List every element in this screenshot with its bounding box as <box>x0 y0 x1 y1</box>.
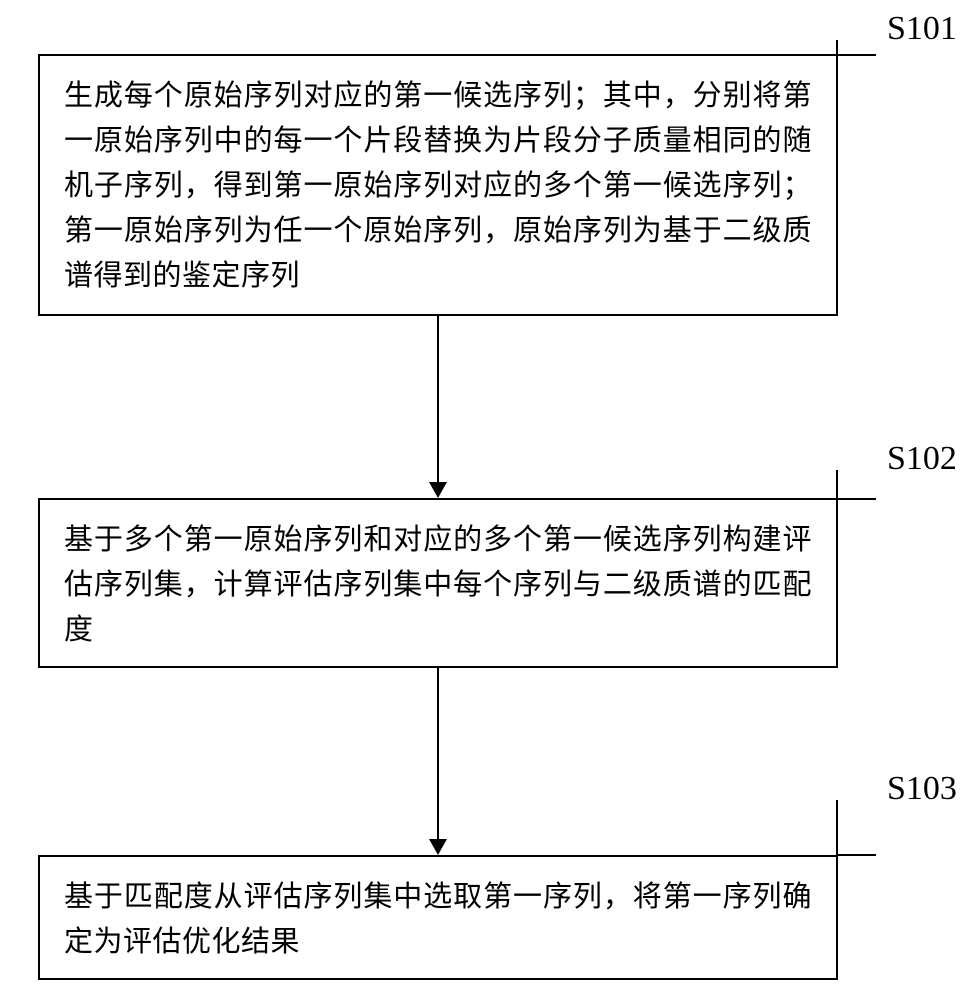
step-label-s103: S103 <box>887 770 957 808</box>
arrow-s101-s102-head <box>429 482 447 498</box>
label-connector-s102 <box>836 470 876 500</box>
flowchart-container: S101 生成每个原始序列对应的第一候选序列；其中，分别将第一原始序列中的每一个… <box>0 0 979 1000</box>
step-box-s102: 基于多个第一原始序列和对应的多个第一候选序列构建评估序列集，计算评估序列集中每个… <box>38 498 838 668</box>
arrow-s102-s103-head <box>429 839 447 855</box>
label-connector-s101 <box>836 40 876 56</box>
step-label-s101: S101 <box>887 10 957 48</box>
label-connector-s103 <box>836 800 876 856</box>
step-box-s101: 生成每个原始序列对应的第一候选序列；其中，分别将第一原始序列中的每一个片段替换为… <box>38 54 838 316</box>
step-label-s102: S102 <box>887 440 957 478</box>
step-box-s103: 基于匹配度从评估序列集中选取第一序列，将第一序列确定为评估优化结果 <box>38 855 838 980</box>
arrow-s102-s103-line <box>437 668 439 839</box>
arrow-s101-s102-line <box>437 316 439 482</box>
